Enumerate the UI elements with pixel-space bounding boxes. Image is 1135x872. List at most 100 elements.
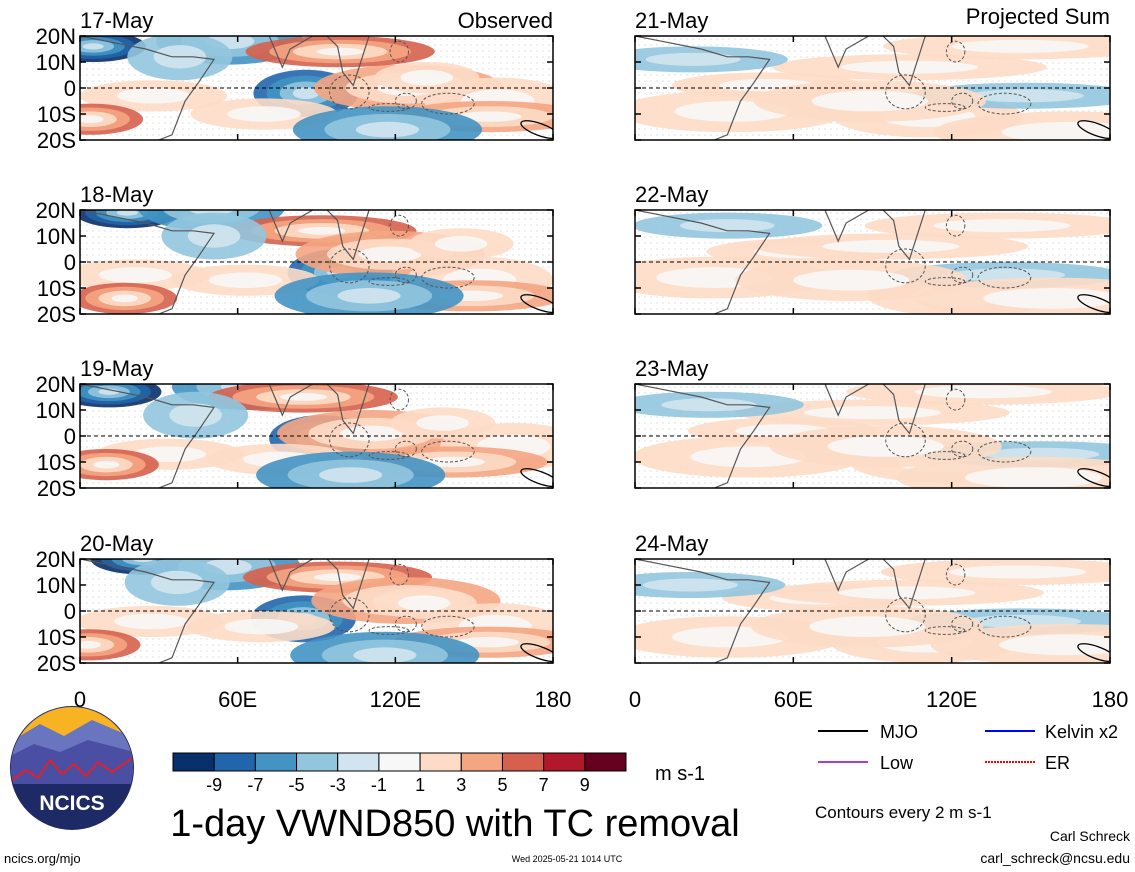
observed-header: Observed (458, 8, 553, 33)
y-tick-label: 10N (36, 573, 76, 598)
footer-url[interactable]: ncics.org/mjo (4, 851, 81, 866)
colorbar-label: -7 (247, 775, 263, 795)
colorbar-swatch (337, 752, 380, 772)
colorbar-label: -9 (206, 775, 222, 795)
mjo-contour (1077, 468, 1110, 488)
colorbar-swatch (254, 752, 298, 772)
coastline (635, 384, 771, 488)
coastline (80, 210, 216, 314)
mjo-contour (520, 120, 553, 140)
island-outline (421, 266, 475, 289)
wind-anomaly-blob (964, 467, 1103, 488)
island-outline (924, 103, 966, 112)
island-outline (951, 266, 974, 284)
island-outline (924, 277, 966, 286)
y-tick-label: 10N (36, 224, 76, 249)
wind-anomaly-blob (434, 236, 488, 252)
colorbar-swatch (419, 752, 462, 772)
island-outline (924, 626, 966, 635)
wind-anomaly-blob (132, 559, 154, 563)
wind-anomaly-blob (1001, 121, 1110, 140)
island-outline (329, 248, 370, 284)
footer-email: carl_schreck@ncsu.edu (980, 850, 1130, 866)
coastline (268, 210, 370, 261)
wind-anomaly-blob (793, 269, 910, 291)
island-outline (977, 266, 1032, 289)
x-tick-label: 120E (926, 687, 977, 712)
wind-anomaly-blob (111, 294, 138, 303)
wind-anomaly-blob (340, 425, 404, 442)
y-tick-label: 20N (36, 372, 76, 397)
mjo-contour (520, 294, 553, 314)
wind-anomaly-blob (227, 106, 301, 122)
island-outline (945, 388, 966, 411)
map-panel: 24-May (634, 531, 1111, 664)
y-tick-label: 0 (64, 599, 76, 624)
wind-anomaly-blob (455, 637, 519, 648)
wind-anomaly-blob (400, 69, 454, 86)
colorbar-swatch (460, 752, 503, 772)
wind-anomaly-blob (316, 47, 364, 56)
island-outline (945, 563, 966, 586)
island-outline (368, 626, 409, 635)
coastline (824, 384, 926, 435)
panel-date: 20-May (80, 531, 153, 556)
panel-date: 23-May (635, 356, 708, 381)
x-tick-label: 60E (218, 687, 257, 712)
wind-anomaly-blob (116, 210, 138, 216)
y-tick-label: 20S (37, 302, 76, 327)
colorbar-label: 5 (497, 775, 507, 795)
island-outline (977, 92, 1032, 115)
y-tick-label: 10S (37, 450, 76, 475)
wind-anomaly-blob (914, 385, 1052, 399)
y-tick-label: 20S (37, 476, 76, 501)
wind-anomaly-blob (114, 613, 188, 630)
wind-anomaly-blob (809, 616, 926, 637)
legend-label-er: ER (1045, 753, 1070, 773)
colorbar-label: 3 (456, 775, 466, 795)
wind-anomaly-blob (169, 403, 222, 427)
panel-date: 17-May (80, 8, 153, 33)
wind-anomaly-blob (80, 115, 104, 124)
island-outline (421, 92, 475, 115)
map-panels: 17-May20N10N010S20S18-May20N10N010S20S19… (36, 8, 1111, 676)
island-outline (885, 248, 926, 284)
wind-anomaly-blob (827, 436, 944, 457)
y-tick-label: 0 (64, 250, 76, 275)
coastline (635, 210, 771, 314)
island-outline (368, 451, 409, 460)
island-outline (945, 214, 966, 237)
wind-anomaly-blob (840, 60, 979, 74)
y-tick-label: 20N (36, 24, 76, 49)
figure-title: 1-day VWND850 with TC removal (170, 803, 739, 845)
island-outline (389, 388, 409, 411)
island-outline (389, 214, 409, 237)
colorbar-swatch (501, 752, 545, 772)
footer-timestamp: Wed 2025-05-21 1014 UTC (512, 854, 623, 864)
panel-date: 24-May (635, 531, 708, 556)
wind-anomaly-blob (337, 288, 401, 304)
map-panel: 22-May (634, 182, 1111, 315)
colorbar: -9 -7 -5 -3 -1 1 3 5 7 9 (172, 752, 627, 795)
island-outline (951, 615, 974, 633)
colorbar-label: -5 (289, 775, 305, 795)
panel-date: 19-May (80, 356, 153, 381)
colorbar-swatch (296, 752, 339, 772)
colorbar-label: -1 (371, 775, 387, 795)
units-label: m s-1 (655, 763, 705, 785)
wind-anomaly-blob (397, 595, 451, 611)
island-outline (389, 40, 409, 63)
island-outline (885, 74, 926, 110)
mjo-contour (1077, 643, 1110, 663)
coastline (268, 36, 370, 87)
wind-anomaly-blob (949, 565, 1087, 579)
island-outline (977, 440, 1032, 463)
colorbar-swatch (213, 752, 256, 772)
island-outline (389, 563, 409, 586)
y-tick-label: 10S (37, 625, 76, 650)
panel-date: 21-May (635, 8, 708, 33)
wind-anomaly-blob (642, 578, 738, 592)
wind-anomaly-blob (951, 39, 1089, 53)
mjo-contour (1077, 294, 1110, 314)
